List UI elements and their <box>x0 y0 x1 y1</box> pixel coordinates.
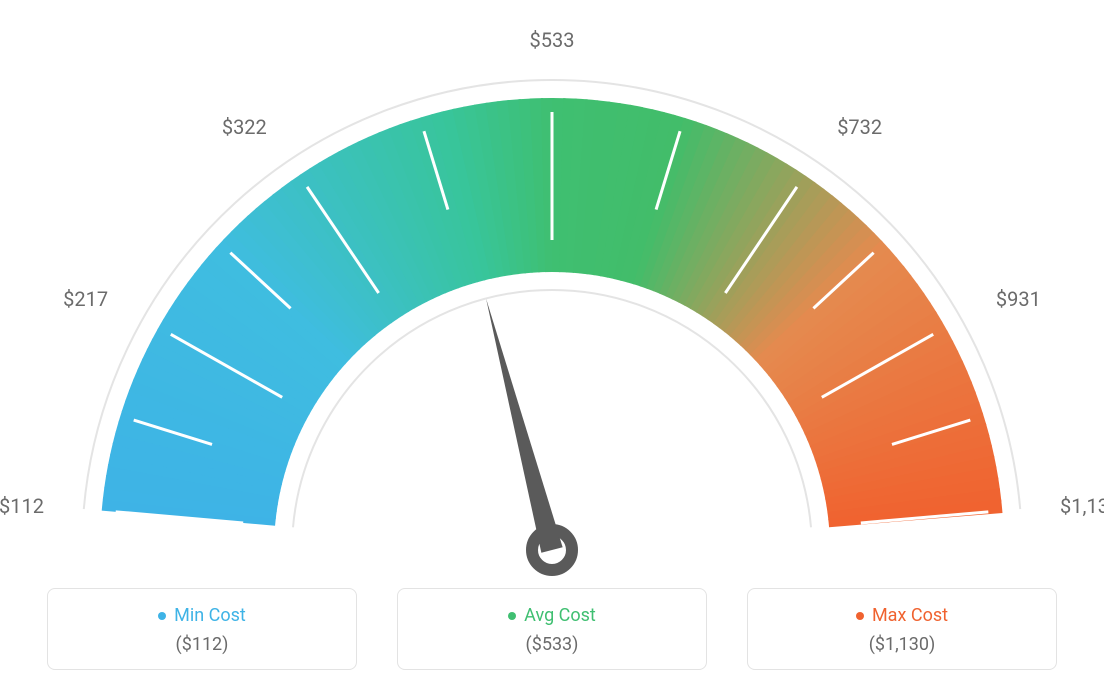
gauge-needle <box>486 299 563 553</box>
legend-dot-max <box>856 612 864 620</box>
legend-label-min: Min Cost <box>174 605 246 626</box>
legend-dot-avg <box>508 612 516 620</box>
legend-value-avg: ($533) <box>398 634 706 655</box>
legend-value-min: ($112) <box>48 634 356 655</box>
legend-title-min: Min Cost <box>158 605 246 626</box>
gauge-tick-label: $533 <box>522 28 582 52</box>
legend-label-avg: Avg Cost <box>524 605 596 626</box>
legend-card-max: Max Cost ($1,130) <box>747 588 1057 671</box>
gauge-tick-label: $732 <box>837 115 882 139</box>
gauge-tick-label: $322 <box>207 115 267 139</box>
legend-card-min: Min Cost ($112) <box>47 588 357 671</box>
gauge-tick-label: $931 <box>996 287 1041 311</box>
legend-title-avg: Avg Cost <box>508 605 596 626</box>
gauge-tick-label: $1,130 <box>1060 494 1104 518</box>
gauge-svg <box>0 10 1104 600</box>
gauge-tick-label: $112 <box>0 494 44 518</box>
legend-value-max: ($1,130) <box>748 634 1056 655</box>
legend-title-max: Max Cost <box>856 605 948 626</box>
legend-row: Min Cost ($112) Avg Cost ($533) Max Cost… <box>0 588 1104 690</box>
gauge-tick-label: $217 <box>48 287 108 311</box>
legend-label-max: Max Cost <box>872 605 948 626</box>
legend-card-avg: Avg Cost ($533) <box>397 588 707 671</box>
legend-dot-min <box>158 612 166 620</box>
gauge-chart: $112 $217 $322 $533 $732 $931 $1,130 <box>0 0 1104 590</box>
